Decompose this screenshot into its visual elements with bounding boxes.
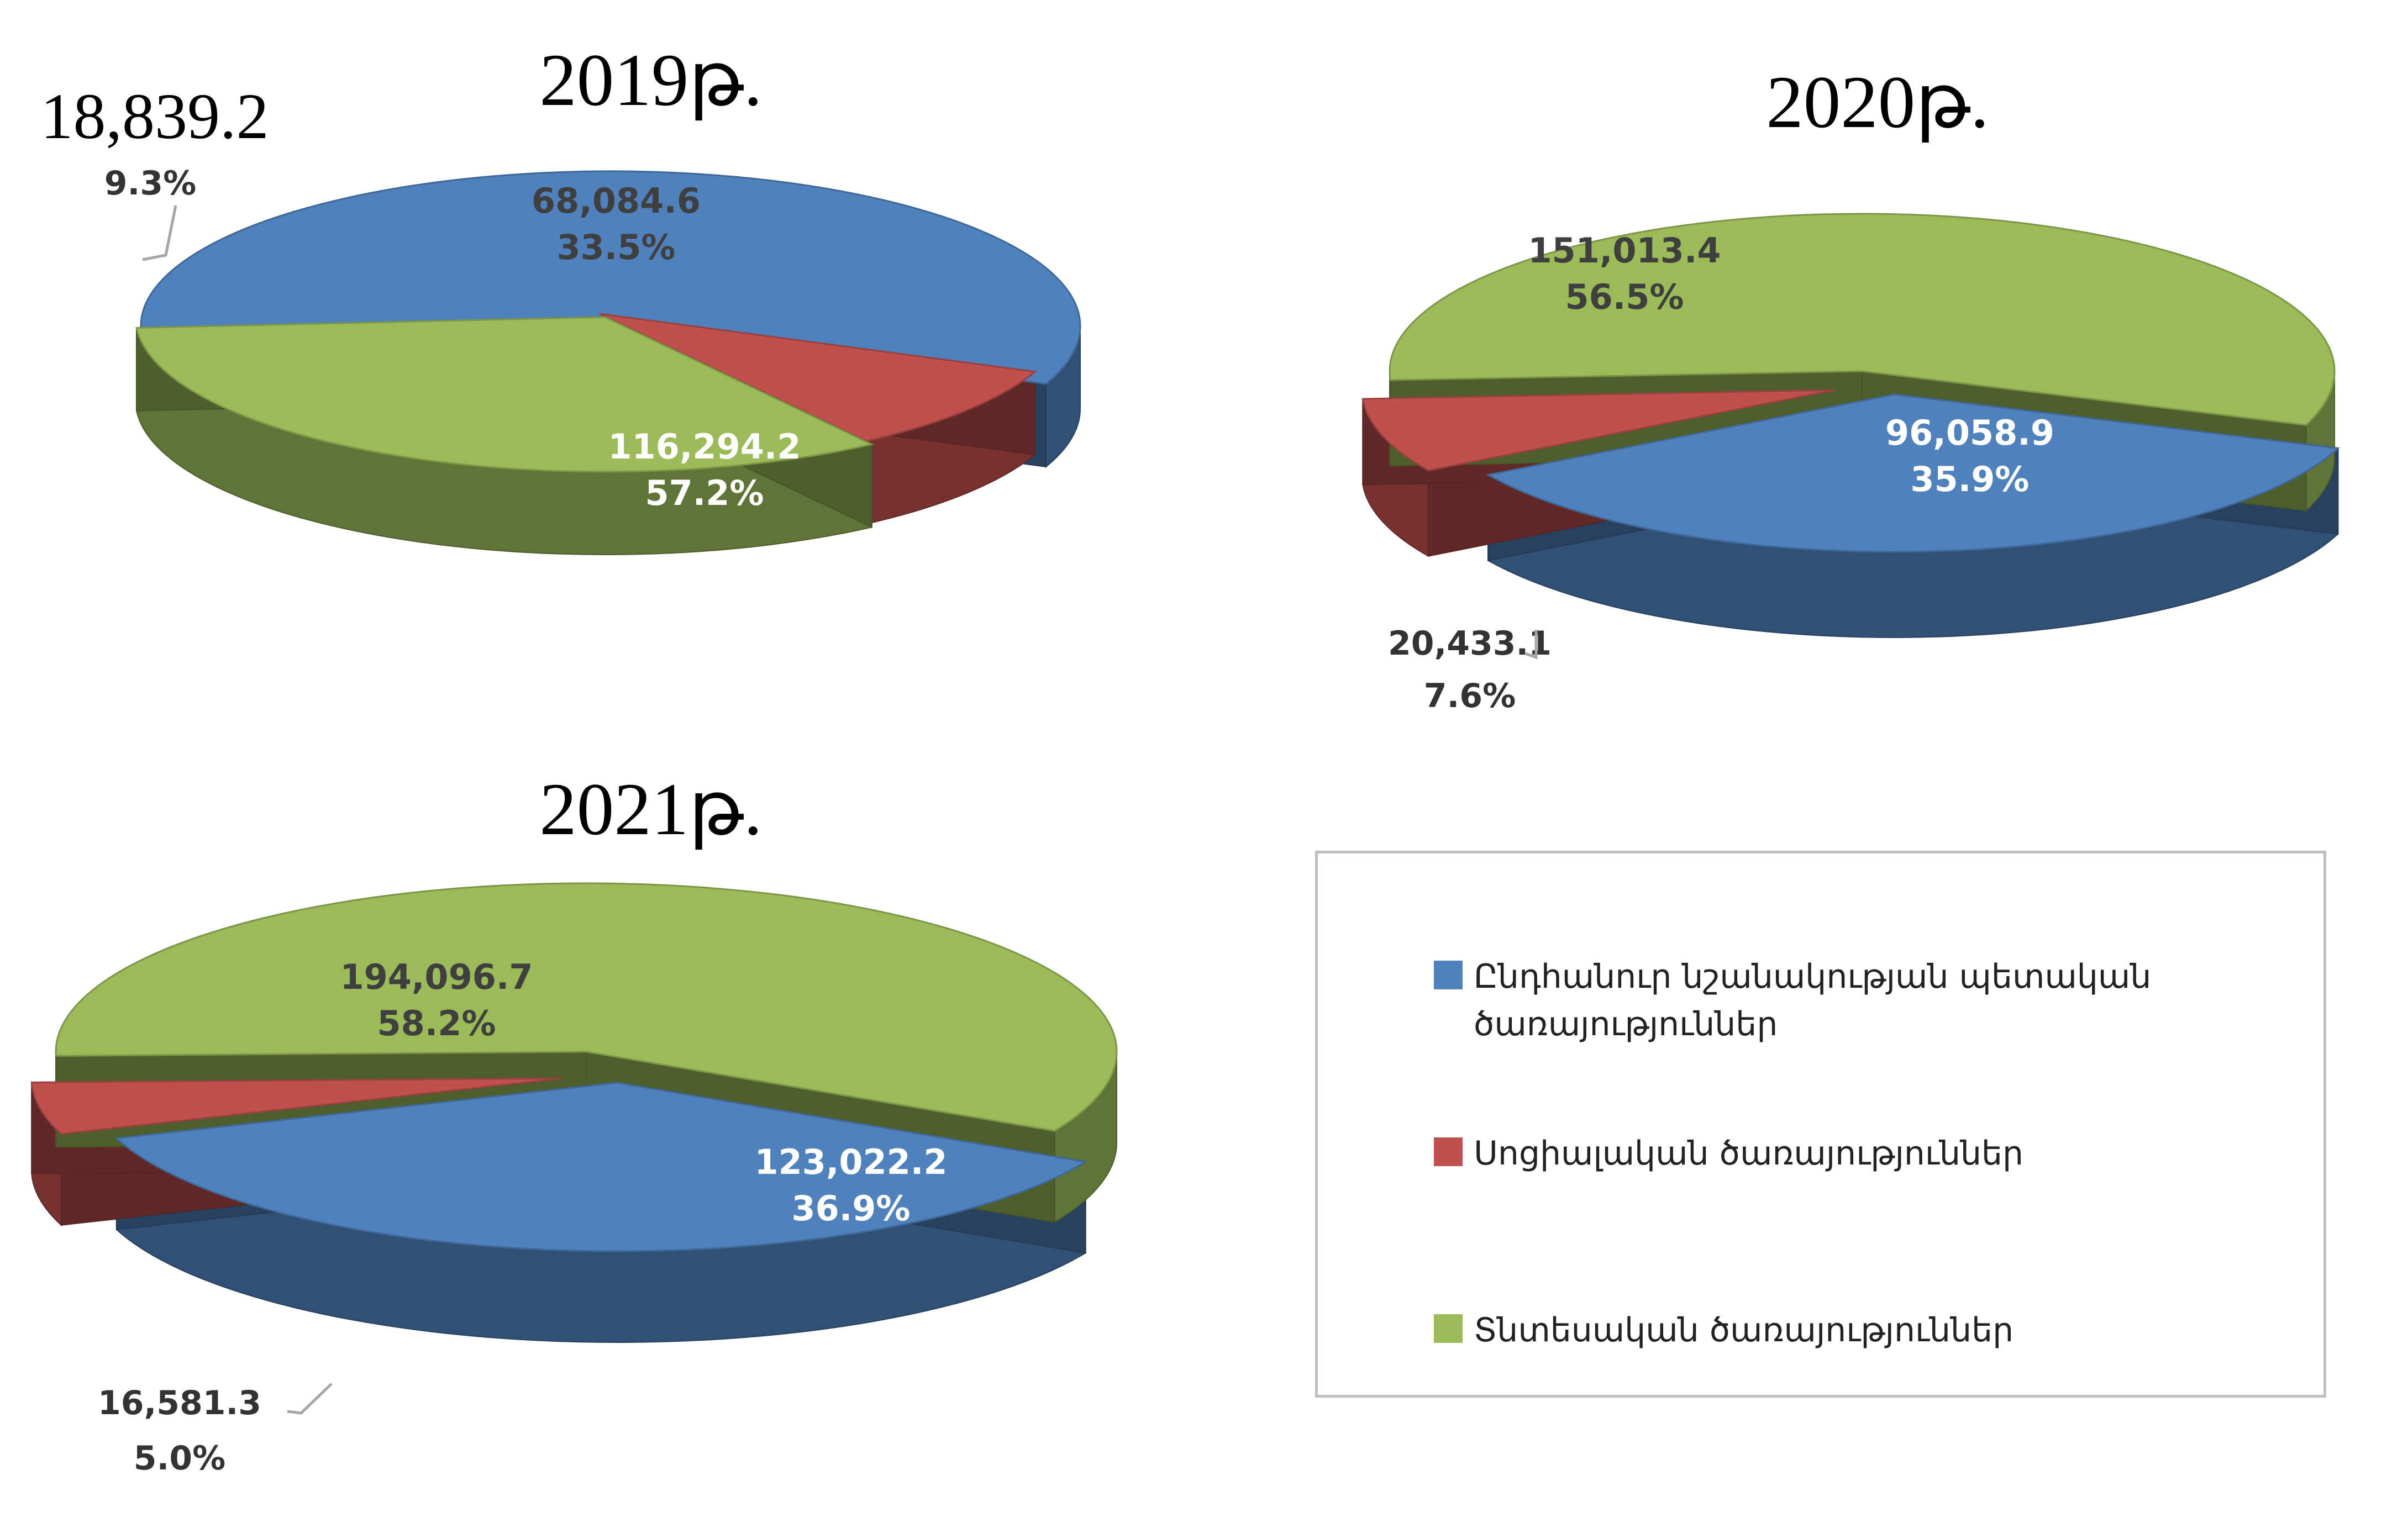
legend-item-economic-services: Տնտեսական ծառայություններ [1434,1306,2285,1354]
slice-percent-label: 35.9% [1910,459,2029,499]
slice-value-label: 68,084.6 [532,181,701,221]
slice-blue [1485,393,2340,553]
legend-swatch-blue [1434,961,1463,989]
slice-value-label: 123,022.2 [754,1142,947,1182]
slice-red [30,1077,562,1135]
pie-chart-2020: 2020թ. 96,058.9 35.9% 151,013.4 56.5% 20,433.… [1361,61,2340,715]
chart-title: 2019թ. [539,39,762,122]
slice-value-label: 194,096.7 [340,957,533,997]
pie-tops [135,170,1081,473]
leader-line [142,205,177,261]
slice-value-label: 16,581.3 [98,1384,261,1422]
slice-green [55,882,1118,1132]
legend-swatch-green [1434,1314,1463,1343]
pie-tops [30,882,1118,1252]
legend-label: Սոցիալական ծառայություններ [1474,1134,2024,1173]
slice-percent-label: 33.5% [556,227,675,267]
slice-value-label: 151,013.4 [1528,230,1721,271]
slice-value-label: 20,433.1 [1388,624,1552,663]
slice-value-label: 96,058.9 [1885,413,2054,453]
slice-percent-label: 5.0% [134,1439,225,1478]
legend-swatch-red [1434,1137,1463,1166]
chart-legend: Ընդհանուր նշանակության պետական ծառայությ… [1315,851,2326,1398]
leader-line [287,1383,333,1415]
slice-blue [114,1082,1088,1252]
pie-chart-2021: 2021թ. 123,022.2 36.9% 194,096.7 58.2% 16,581… [30,768,1118,1478]
pie-chart-2019: 2019թ. 116,294.2 57.2% 68,084.6 33.5% 18,839.… [41,39,1081,555]
chart-title: 2021թ. [539,768,762,851]
slice-percent-label: 7.6% [1424,677,1516,715]
slice-percent-label: 56.5% [1565,277,1684,317]
slice-percent-label: 57.2% [645,473,764,513]
pie-tops [1361,213,2340,553]
slice-percent-label: 36.9% [791,1188,910,1229]
slice-green [135,316,875,473]
legend-label: Ընդհանուր նշանակության պետական ծառայությ… [1474,957,2152,1044]
leader-line [1524,630,1538,660]
slice-value-label: 18,839.2 [41,80,269,152]
legend-item-social-services: Սոցիալական ծառայություններ [1434,1130,2285,1177]
slice-red [1361,389,1835,472]
slice-value-label: 116,294.2 [608,426,801,467]
legend-item-general-public-services: Ընդհանուր նշանակության պետական ծառայությ… [1434,953,2285,1048]
slice-percent-label: 58.2% [377,1003,496,1044]
slice-red [599,313,1037,442]
legend-label: Տնտեսական ծառայություններ [1474,1311,2014,1350]
chart-title: 2020թ. [1766,61,1989,144]
slice-percent-label: 9.3% [104,164,196,203]
slice-green [1389,213,2336,426]
